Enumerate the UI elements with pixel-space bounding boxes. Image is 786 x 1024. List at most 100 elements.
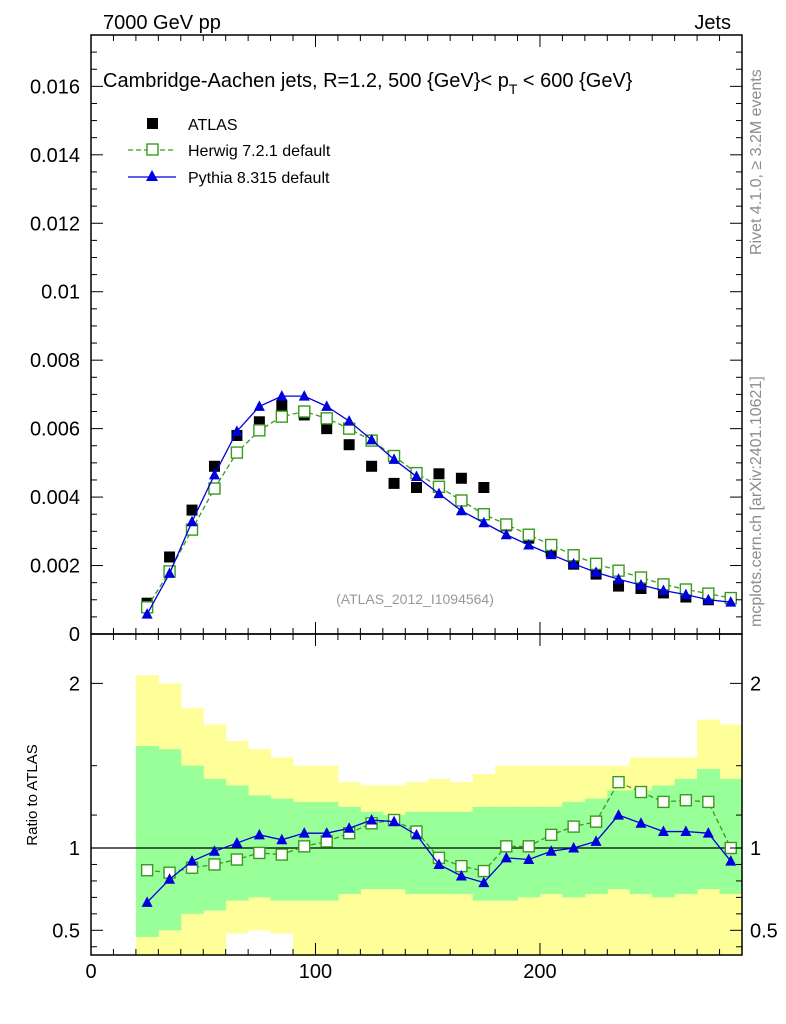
ratio-herwig-point [208,858,221,871]
atlas-point [164,551,176,563]
ratio-xtick-label: 0 [85,961,96,983]
pythia-point [208,468,220,480]
ratio-herwig-point [612,775,625,789]
ratio-band-inner [180,765,204,914]
pythia-point [545,548,557,560]
legend-herwig-label: Herwig 7.2.1 default [188,143,331,160]
ratio-pythia-point [253,828,265,840]
ratio-band-inner [382,815,406,890]
ratio-herwig-point [275,848,289,861]
main-ytick-label: 0.004 [30,487,80,509]
ratio-pythia-point [702,827,714,838]
legend-atlas-marker [147,118,158,129]
main-ytick-label: 0.002 [30,556,80,578]
ratio-plot-area [91,675,743,955]
pythia-point [231,425,243,436]
pythia-point [186,515,198,527]
ratio-plot-frame [90,633,743,956]
pythia-point [500,528,512,540]
ratio-herwig-point [589,815,603,828]
pythia-point [164,567,176,578]
ratio-band-inner [315,801,339,901]
ratio-band-inner [584,798,608,895]
pythia-point [635,579,647,590]
header-left-label: 7000 GeV pp [103,12,221,34]
pythia-point [253,400,265,411]
analysis-watermark: (ATLAS_2012_I1094564) [336,591,494,607]
main-ytick-label: 0.01 [41,282,80,304]
pythia-point [343,415,355,426]
mcplots-source-label: mcplots.cern.ch [arXiv:2401.10621] [748,376,765,627]
pythia-point [433,487,445,499]
ratio-pythia-point [635,817,647,828]
atlas-point [478,482,490,494]
atlas-point [253,416,265,428]
ratio-herwig-point [702,795,715,809]
main-plot-axes: 0 0.002 0.004 0.006 0.008 0.01 0.012 0.014 0.016 [30,35,743,646]
pythia-point [276,390,288,401]
pythia-point [366,433,378,445]
legend-pythia-marker [146,170,158,181]
ratio-herwig-point [679,794,693,807]
pythia-point [613,573,625,584]
pythia-point [321,400,333,411]
pythia-point [141,608,153,619]
legend-atlas-label: ATLAS [188,117,238,134]
ratio-xtick-label: 100 [299,961,332,983]
pythia-point [657,584,669,596]
ratio-pythia-point [657,825,669,837]
main-ytick-label: 0.016 [30,76,80,98]
ratio-pythia-point [321,827,333,838]
atlas-point [433,468,445,480]
main-plot-title: Cambridge-Aachen jets, R=1.2, 500 {GeV}<… [103,70,633,97]
pythia-point [725,596,737,607]
atlas-point [455,472,467,484]
title-subscript: T [509,81,518,97]
pythia-point [523,539,535,550]
ratio-band-inner [405,811,429,895]
ratio-herwig-point [522,840,535,853]
ratio-pythia-point [208,845,220,856]
ratio-pythia-point [455,869,467,881]
ratio-pythia-point [388,815,400,827]
ratio-pythia-point [411,828,422,840]
ratio-ylabel: Ratio to ATLAS [24,744,41,845]
ratio-herwig-point [477,864,491,878]
main-ytick-label: 0 [69,624,80,646]
ratio-ytick-label-right: 1 [750,838,761,860]
legend-herwig-marker [146,143,159,156]
ratio-ytick-label-right: 0.5 [750,920,778,942]
pythia-point [298,390,310,401]
legend-pythia-label: Pythia 8.315 default [188,170,330,187]
pythia-point [478,516,490,528]
atlas-point [388,477,400,489]
ratio-band-inner [450,811,474,895]
ratio-band-inner [248,795,272,898]
ratio-ytick-label: 0.5 [52,920,80,942]
ratio-herwig-point [253,846,266,860]
herwig-point [230,446,244,459]
pythia-point [388,453,400,464]
ratio-band-inner [652,785,676,898]
ratio-pythia-point [231,837,243,848]
ratio-plot-axes: 0.5 0.5 1 1 2 2 0 100 200 [52,634,778,983]
ratio-pythia-point [545,845,557,856]
ratio-ytick-label: 2 [69,673,80,695]
ratio-pythia-point [164,873,176,884]
main-ytick-label: 0.006 [30,419,80,441]
atlas-point [276,399,288,411]
ratio-xtick-label: 200 [523,961,556,983]
ratio-pythia-point [141,896,153,907]
ratio-pythia-point [276,833,288,845]
ratio-pythia-point [523,853,535,865]
herwig-point [455,494,468,507]
main-plot-series [140,390,737,619]
herwig-point [320,412,333,425]
ratio-pythia-point [500,851,512,863]
pythia-point [590,566,602,577]
herwig-point [500,518,513,531]
ratio-pythia-point [478,876,490,888]
ratio-pythia-point [725,855,737,866]
ratio-pythia-point [590,835,602,846]
